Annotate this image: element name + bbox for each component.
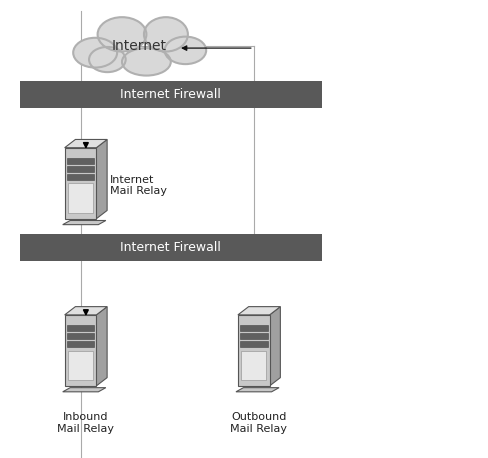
Text: Internet
Mail Relay: Internet Mail Relay bbox=[110, 174, 167, 196]
Polygon shape bbox=[240, 341, 267, 347]
Text: Inbound
Mail Relay: Inbound Mail Relay bbox=[57, 412, 114, 434]
Ellipse shape bbox=[122, 48, 171, 76]
FancyBboxPatch shape bbox=[20, 234, 322, 261]
Text: Internet Firewall: Internet Firewall bbox=[121, 88, 221, 101]
Polygon shape bbox=[238, 307, 280, 315]
Polygon shape bbox=[64, 140, 107, 147]
Text: Internet Firewall: Internet Firewall bbox=[121, 241, 221, 254]
Polygon shape bbox=[242, 350, 266, 380]
Polygon shape bbox=[64, 147, 97, 219]
Polygon shape bbox=[238, 315, 269, 386]
Ellipse shape bbox=[164, 37, 206, 64]
Polygon shape bbox=[97, 140, 107, 219]
Polygon shape bbox=[240, 333, 267, 339]
Ellipse shape bbox=[98, 17, 146, 52]
Polygon shape bbox=[62, 220, 106, 225]
Polygon shape bbox=[68, 183, 93, 213]
Polygon shape bbox=[62, 387, 106, 392]
Polygon shape bbox=[67, 158, 95, 164]
FancyBboxPatch shape bbox=[20, 81, 322, 108]
Polygon shape bbox=[67, 166, 95, 172]
Text: Internet: Internet bbox=[112, 39, 166, 53]
Text: Outbound
Mail Relay: Outbound Mail Relay bbox=[230, 412, 287, 434]
Polygon shape bbox=[68, 350, 93, 380]
Polygon shape bbox=[97, 307, 107, 386]
Polygon shape bbox=[236, 387, 279, 392]
Ellipse shape bbox=[89, 47, 126, 72]
Polygon shape bbox=[67, 325, 95, 331]
Ellipse shape bbox=[73, 38, 117, 68]
Polygon shape bbox=[240, 325, 267, 331]
Polygon shape bbox=[64, 307, 107, 315]
Polygon shape bbox=[269, 307, 280, 386]
Polygon shape bbox=[67, 333, 95, 339]
Polygon shape bbox=[64, 315, 97, 386]
Polygon shape bbox=[67, 341, 95, 347]
Ellipse shape bbox=[144, 17, 188, 52]
Polygon shape bbox=[67, 174, 95, 180]
